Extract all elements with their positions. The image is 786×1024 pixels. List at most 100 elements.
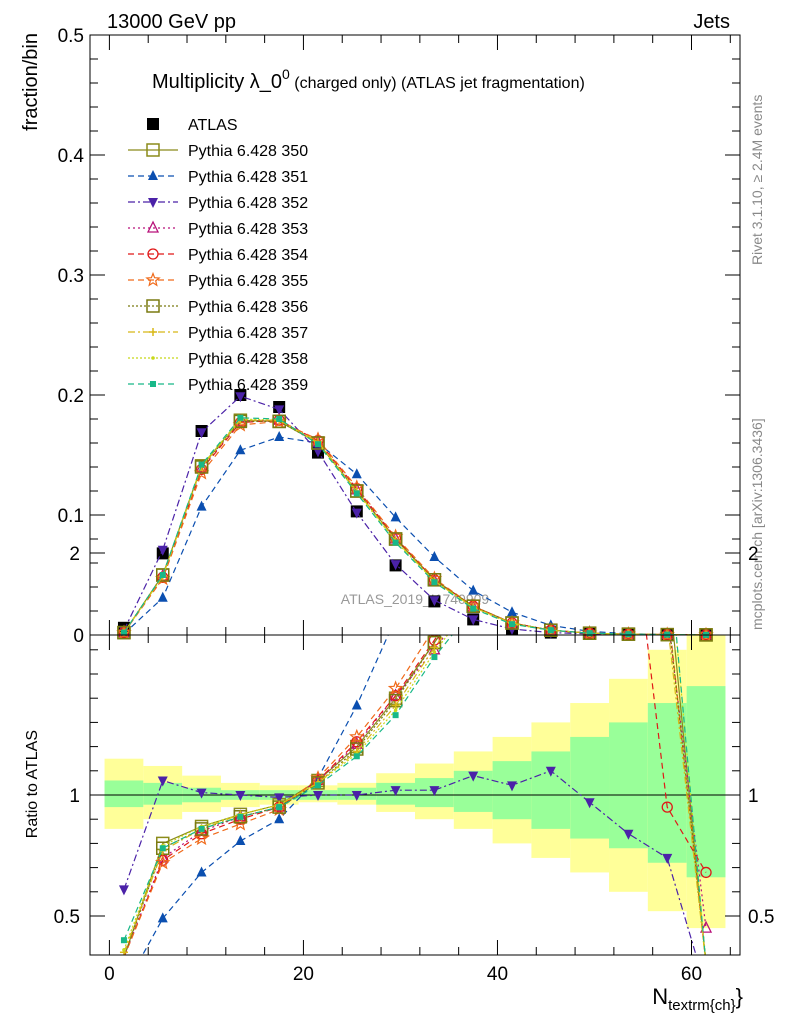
ratio-point [391,701,400,710]
legend-marker [146,143,160,157]
data-point [468,615,479,626]
data-point [468,584,479,595]
ratio-point [271,801,288,817]
data-point [505,616,519,630]
main-ytick-label: 0.2 [58,386,84,407]
ratio-point [392,712,399,719]
stat-uncertainty-band [647,703,687,863]
ratio-ytick-label-right: 0.5 [748,907,774,928]
ratio-point [193,830,210,846]
data-point [272,414,286,429]
main-ytick-label: 0.3 [58,266,84,287]
data-point [547,627,554,634]
legend-label: Pythia 6.428 353 [188,221,308,238]
ratio-ytick-label-right: 2 [748,544,759,565]
ratio-series-1 [141,635,389,955]
ratio-point [237,813,244,820]
data-point [196,428,207,439]
ratio-point [431,654,438,661]
data-point [193,464,210,480]
legend-label: ATLAS [188,117,238,134]
main-ytick-label: 0.4 [58,146,85,167]
ratio-point [393,708,398,713]
ratio-point [312,791,323,801]
legend-marker [148,170,158,180]
data-point [507,606,518,617]
ratio-point [157,776,168,787]
ratio-point [155,854,171,870]
data-point [390,560,401,571]
legend-entry-9: Pythia 6.428 358 [128,351,308,368]
xtick-label: 40 [487,964,508,985]
ratio-series-5 [124,635,706,955]
ratio-point [429,786,440,797]
legend-marker [147,248,159,260]
ratio-axes: 0.5 0.51 12 20 20 40 60 [54,544,775,985]
legend-entry-1: Pythia 6.428 350 [128,143,308,160]
legend-marker [146,299,160,313]
ratio-point [196,788,207,799]
data-point [470,605,477,612]
ratio-point [699,920,713,933]
data-point [276,416,283,422]
data-point [117,625,131,640]
rivet-label: Rivet 3.1.10, ≥ 2.4M events [749,95,765,265]
main-series-7 [117,414,713,642]
legend-marker [150,381,156,387]
legend-label: Pythia 6.428 355 [188,273,308,290]
legend-label: Pythia 6.428 358 [188,351,308,368]
data-point [196,500,207,511]
ratio-point [198,825,205,832]
data-point [390,511,401,522]
ratio-point [387,680,404,696]
ratio-point [430,643,439,652]
ratio-series-9 [120,635,706,955]
legend-entry-0: ATLAS [147,117,238,134]
xtick-label: 0 [104,964,115,985]
ratio-series-2 [118,766,697,955]
stat-uncertainty-band [104,780,144,808]
ratio-series [118,635,713,955]
data-point [311,436,325,450]
legend-marker [151,356,155,360]
main-ytick-label: 0.5 [58,26,84,47]
ratio-xlabel: Ntextrm{ch}} [652,984,743,1014]
legend-marker [147,118,159,130]
ratio-point [120,937,127,944]
data-point [466,599,480,613]
data-point [237,414,244,421]
ratio-point [122,948,126,952]
stat-uncertainty-band [531,751,571,829]
data-point [586,630,593,637]
stat-uncertainty-band [570,736,610,839]
ratio-point [194,822,209,836]
ratio-point [118,885,129,896]
ratio-point [159,845,166,852]
legend-entry-6: Pythia 6.428 355 [128,271,308,290]
legend-label: Pythia 6.428 351 [188,169,308,186]
data-point [156,568,170,582]
legend-label: Pythia 6.428 356 [188,299,308,316]
xtick-label: 20 [293,964,314,985]
data-point [274,431,285,441]
ratio-point [351,791,362,801]
main-ytick-label: 0 [73,626,84,647]
legend-label: Pythia 6.428 357 [188,325,308,342]
ratio-point [432,650,437,655]
data-point [350,484,364,498]
ratio-ytick-label-left: 2 [69,544,80,565]
data-point [314,441,321,448]
data-point [429,596,440,607]
data-point [427,573,442,587]
ratio-point [232,815,249,831]
data-point [157,545,168,556]
ratio-point [311,776,325,790]
data-point [235,444,246,455]
data-point [194,460,209,474]
ratio-point [276,804,283,811]
ratio-point [390,786,401,797]
legend-marker [145,271,161,287]
xtick-label: 60 [681,964,702,985]
legend-label: Pythia 6.428 350 [188,143,308,160]
ratio-point [662,853,673,864]
